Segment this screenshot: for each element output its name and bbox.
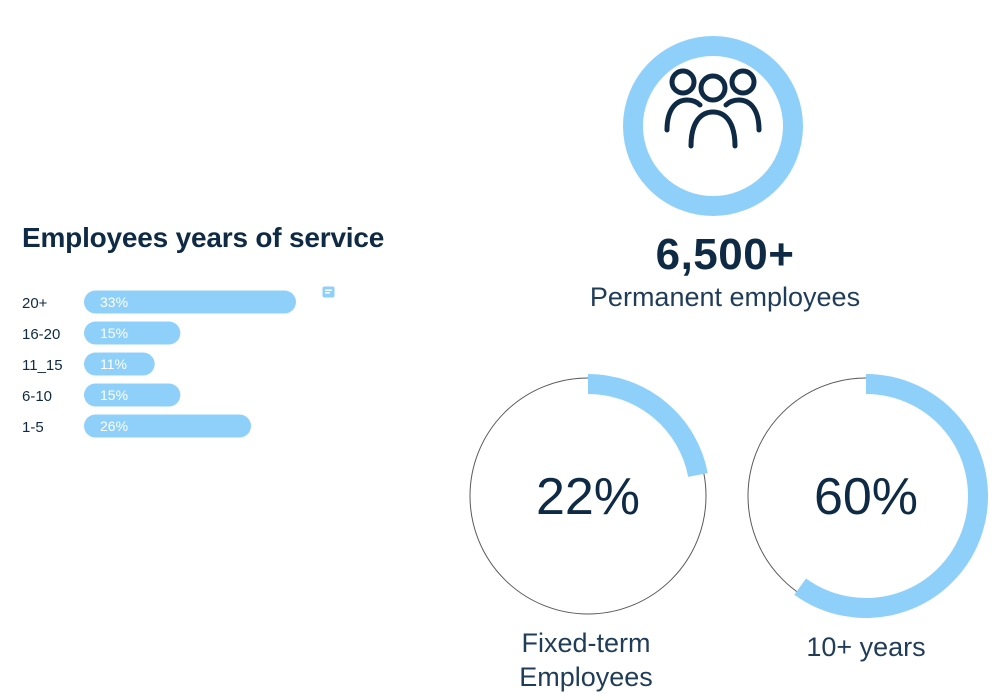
bar-value-label: 33% <box>100 294 128 310</box>
comment-icon[interactable] <box>322 286 335 299</box>
category-label: 20+ <box>22 295 48 312</box>
fixed-term-label: Fixed-term Employees <box>486 626 686 694</box>
bar <box>84 321 181 345</box>
years-of-service-section: Employees years of service 20+ 33% 16-20 15… <box>22 222 385 462</box>
category-label: 1-5 <box>22 419 44 436</box>
donut-value-label: 60% <box>814 468 918 526</box>
people-group-icon <box>664 68 762 149</box>
donut-value-label: 22% <box>536 468 640 526</box>
bar-value-label: 15% <box>100 387 128 403</box>
fixed-term-donut: 22% <box>469 374 708 615</box>
donut-arc <box>587 374 708 478</box>
category-label: 11_15 <box>22 357 63 374</box>
headline-value: 6,500+ <box>655 230 795 279</box>
bar <box>84 414 252 438</box>
years-of-service-bar-chart: 20+ 33% 16-20 15% 11_15 11% 6-10 15% 1-5 26% <box>22 290 296 438</box>
category-label: 6-10 <box>22 388 52 405</box>
category-label: 16-20 <box>22 326 60 343</box>
headline-label: Permanent employees <box>589 282 861 312</box>
bar <box>84 383 181 407</box>
ten-plus-years-label: 10+ years <box>806 632 926 662</box>
people-ring <box>623 36 803 216</box>
bar-value-label: 15% <box>100 325 128 341</box>
donut-arc <box>794 374 988 618</box>
chart-title: Employees years of service <box>22 222 385 253</box>
ten-plus-years-donut: 60% <box>747 374 988 618</box>
fixed-term-label-line-1: Fixed-term <box>521 628 651 658</box>
bar-value-label: 26% <box>100 418 128 434</box>
bar <box>84 290 296 314</box>
bar <box>84 352 155 376</box>
fixed-term-label-line-2: Employees <box>519 662 653 692</box>
bar-value-label: 11% <box>100 356 127 372</box>
